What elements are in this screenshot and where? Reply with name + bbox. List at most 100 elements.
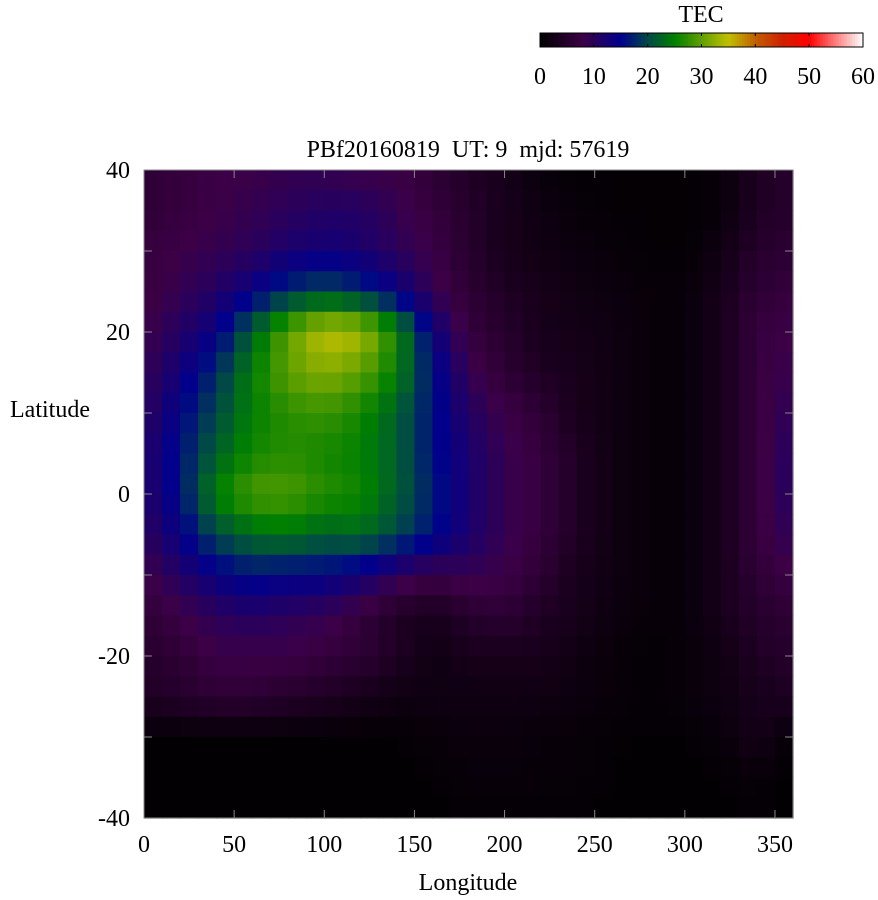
heatmap-cell <box>522 372 542 394</box>
heatmap-cell <box>720 514 740 536</box>
heatmap-cell <box>432 575 452 596</box>
heatmap-cell <box>558 534 578 556</box>
heatmap-cell <box>306 372 325 394</box>
heatmap-cell <box>630 392 650 414</box>
heatmap-cell <box>342 635 361 657</box>
heatmap-cell <box>684 332 704 353</box>
heatmap-cell <box>432 757 452 779</box>
heatmap-cell <box>360 230 379 252</box>
heatmap-cell <box>522 332 542 353</box>
x-tick-label: 150 <box>396 832 432 858</box>
heatmap-cell <box>180 656 199 677</box>
heatmap-cell <box>504 575 524 596</box>
heatmap-cell <box>612 534 632 556</box>
heatmap-cell <box>216 271 235 293</box>
heatmap-cell <box>270 716 289 738</box>
heatmap-cell <box>216 777 235 799</box>
heatmap-cell <box>774 311 794 333</box>
heatmap-cell <box>396 210 416 232</box>
heatmap-cell <box>576 635 596 657</box>
heatmap-cell <box>342 797 361 819</box>
heatmap-cell <box>558 635 578 657</box>
heatmap-cell <box>486 554 506 576</box>
heatmap-cell <box>342 554 361 576</box>
heatmap-cell <box>468 534 488 556</box>
heatmap-cell <box>702 534 722 556</box>
heatmap-cell <box>270 413 289 434</box>
heatmap-cell <box>486 737 506 758</box>
heatmap-cell <box>720 352 740 374</box>
heatmap-cell <box>252 271 271 293</box>
heatmap-cell <box>270 230 289 252</box>
heatmap-cell <box>306 473 325 495</box>
heatmap-cell <box>180 595 199 617</box>
heatmap-cell <box>774 453 794 475</box>
heatmap-cell <box>504 291 524 313</box>
heatmap-cell <box>612 352 632 374</box>
heatmap-cell <box>144 332 163 353</box>
heatmap-cell <box>522 170 542 191</box>
heatmap-cell <box>198 716 217 738</box>
heatmap-cell <box>684 352 704 374</box>
heatmap-cell <box>756 413 776 434</box>
heatmap-cell <box>684 170 704 191</box>
heatmap-cell <box>558 595 578 617</box>
heatmap-cell <box>378 392 397 414</box>
heatmap-cell <box>576 514 596 536</box>
colorbar-segment <box>801 33 805 47</box>
heatmap-cell <box>576 311 596 333</box>
colorbar-segment <box>728 33 732 47</box>
heatmap-cell <box>360 473 379 495</box>
heatmap-cell <box>432 615 452 637</box>
heatmap-cell <box>252 676 271 698</box>
heatmap-cell <box>414 595 434 617</box>
heatmap-cell <box>378 737 397 758</box>
heatmap-cell <box>522 230 542 252</box>
heatmap-cell <box>666 737 686 758</box>
heatmap-cell <box>342 251 361 272</box>
heatmap-cell <box>756 251 776 272</box>
heatmap-cell <box>144 615 163 637</box>
heatmap-cell <box>666 494 686 515</box>
colorbar-segment <box>714 33 719 47</box>
heatmap-cell <box>144 737 163 758</box>
heatmap-cell <box>324 595 343 617</box>
heatmap-cell <box>288 413 307 434</box>
heatmap-cell <box>594 311 614 333</box>
heatmap-cell <box>324 251 343 272</box>
heatmap-cell <box>306 635 325 657</box>
colorbar-segment <box>755 33 759 47</box>
heatmap-cell <box>504 271 524 293</box>
colorbar-segment <box>833 33 837 47</box>
heatmap-cell <box>684 291 704 313</box>
heatmap-cell <box>180 251 199 272</box>
heatmap-cell <box>360 716 379 738</box>
heatmap-cell <box>288 352 307 374</box>
colorbar-segment <box>736 33 740 47</box>
heatmap-cell <box>720 534 740 556</box>
heatmap-cell <box>720 757 740 779</box>
heatmap-cell <box>522 453 542 475</box>
heatmap-cell <box>216 696 235 718</box>
heatmap-cell <box>180 372 199 394</box>
heatmap-cell <box>324 433 343 455</box>
heatmap-cell <box>738 352 758 374</box>
heatmap-cell <box>720 332 740 353</box>
colorbar-segment <box>566 33 571 47</box>
heatmap-cell <box>486 311 506 333</box>
heatmap-cell <box>522 595 542 617</box>
heatmap-cell <box>594 554 614 576</box>
heatmap-cell <box>432 797 452 819</box>
heatmap-cell <box>162 534 181 556</box>
heatmap-cell <box>630 352 650 374</box>
heatmap-cell <box>594 757 614 779</box>
heatmap-cell <box>702 737 722 758</box>
x-tick-label: 100 <box>306 832 342 858</box>
heatmap-cell <box>288 514 307 536</box>
heatmap-cell <box>450 656 470 677</box>
heatmap-cell <box>540 575 560 596</box>
heatmap-cell <box>162 554 181 576</box>
heatmap-cell <box>306 311 325 333</box>
heatmap-cell <box>738 190 758 212</box>
heatmap-cell <box>702 514 722 536</box>
